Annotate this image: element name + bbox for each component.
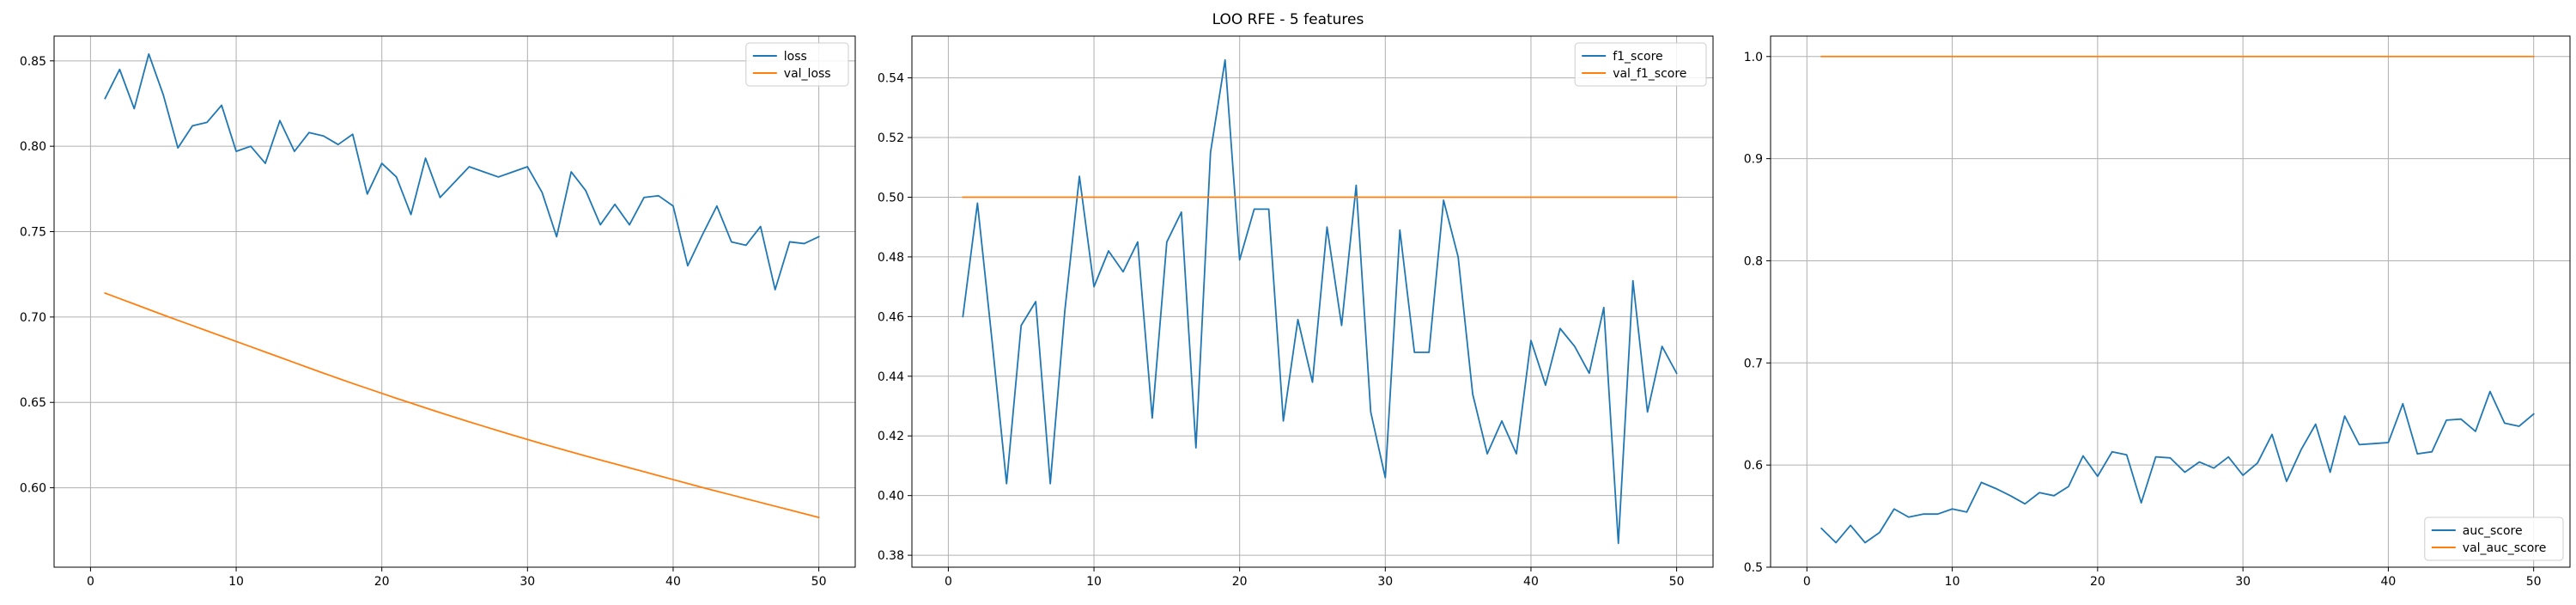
y-tick-label: 0.85 xyxy=(20,55,46,69)
grid-lines xyxy=(912,36,1713,567)
series-line-val_loss xyxy=(104,291,820,519)
grid-lines xyxy=(1771,36,2570,568)
y-tick-label: 0.54 xyxy=(878,72,904,86)
legend-box xyxy=(745,42,849,87)
subplot-3: 0 10 20 30 40 50 0.5 0.6 0.7 0.8 0.9 1.0 auc_scoreva… xyxy=(1744,35,2571,589)
legend-label-val_f1_score: val_f1_score xyxy=(1613,67,1686,81)
x-tick-label: 50 xyxy=(811,575,827,589)
y-tick-label: 0.52 xyxy=(878,131,904,145)
subplot-1: 0 10 20 30 40 50 0.60 0.65 0.70 0.75 0.80 0.85 loss v… xyxy=(20,35,856,589)
y-tick-label: 0.9 xyxy=(1744,153,1763,167)
legend: f1_score val_f1_score xyxy=(1574,42,1707,87)
y-tick-label: 0.80 xyxy=(20,140,46,154)
x-tick-label: 0 xyxy=(87,575,94,589)
y-tick-label: 0.8 xyxy=(1744,254,1763,268)
x-tick-label: 40 xyxy=(665,575,681,589)
series-line-f1_score xyxy=(962,58,1678,545)
y-tick-label: 1.0 xyxy=(1744,51,1763,64)
y-tick-label: 0.60 xyxy=(20,482,46,496)
legend-label-val_auc_score: val_auc_score xyxy=(2463,541,2547,555)
legend-label-loss: loss xyxy=(784,50,807,64)
y-tick-label: 0.42 xyxy=(878,430,904,443)
x-tick-label: 50 xyxy=(2526,575,2542,589)
axes-frame xyxy=(1770,35,2571,568)
y-tick-label: 0.6 xyxy=(1744,459,1763,473)
x-tick-label: 20 xyxy=(2090,575,2105,589)
y-tick-label: 0.7 xyxy=(1744,357,1763,370)
series-line-loss xyxy=(104,52,820,290)
x-tick-label: 10 xyxy=(1086,575,1102,589)
grid-lines xyxy=(54,36,855,567)
y-tick-label: 0.50 xyxy=(878,191,904,205)
y-tick-label: 0.48 xyxy=(878,251,904,265)
x-tick-label: 10 xyxy=(1945,575,1960,589)
x-tick-label: 0 xyxy=(1803,575,1811,589)
x-tick-label: 40 xyxy=(1523,575,1539,589)
axes-frame xyxy=(911,35,1714,568)
y-tick-label: 0.75 xyxy=(20,226,46,240)
x-tick-label: 50 xyxy=(1669,575,1685,589)
x-tick-label: 20 xyxy=(1232,575,1248,589)
y-tick-label: 0.5 xyxy=(1744,561,1763,575)
axes-frame xyxy=(53,35,856,568)
x-tick-label: 20 xyxy=(374,575,390,589)
legend-label-f1_score: f1_score xyxy=(1613,50,1662,64)
y-tick-label: 0.46 xyxy=(878,310,904,324)
y-tick-label: 0.44 xyxy=(878,370,904,384)
legend-label-val_loss: val_loss xyxy=(784,67,831,81)
x-tick-label: 0 xyxy=(945,575,952,589)
y-tick-label: 0.70 xyxy=(20,311,46,325)
legend: auc_score val_auc_score xyxy=(2424,516,2564,561)
x-tick-label: 40 xyxy=(2380,575,2396,589)
legend-box xyxy=(1574,42,1707,87)
x-tick-label: 10 xyxy=(228,575,244,589)
legend-label-auc_score: auc_score xyxy=(2463,524,2523,538)
series-line-auc_score xyxy=(1820,390,2535,544)
legend: loss val_loss xyxy=(745,42,849,87)
y-tick-label: 0.40 xyxy=(878,490,904,504)
x-tick-label: 30 xyxy=(1377,575,1393,589)
y-tick-label: 0.38 xyxy=(878,549,904,563)
legend-box xyxy=(2424,516,2564,561)
x-tick-label: 30 xyxy=(2235,575,2251,589)
x-tick-label: 30 xyxy=(519,575,535,589)
subplot-2: 0 10 20 30 40 50 0.38 0.40 0.42 0.44 0.46 0.48 0.50 0… xyxy=(878,35,1714,589)
y-tick-label: 0.65 xyxy=(20,396,46,410)
figure-title: LOO RFE - 5 features xyxy=(1212,11,1364,28)
